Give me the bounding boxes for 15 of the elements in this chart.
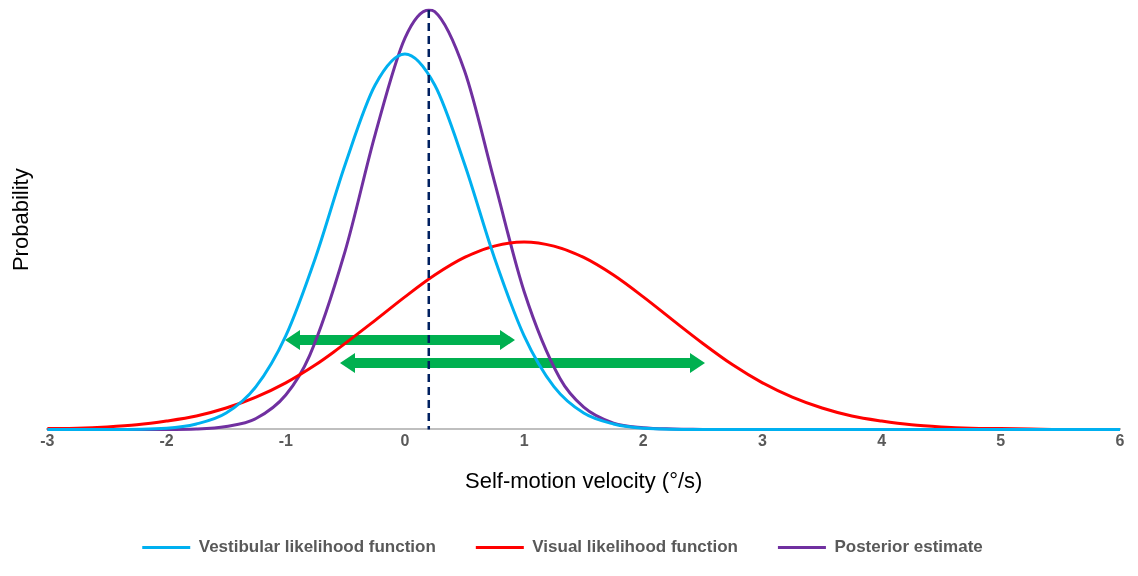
x-tick-label: 3: [758, 432, 768, 450]
x-axis-title: Self-motion velocity (°/s): [464, 467, 703, 493]
y-axis-title: Probability: [8, 168, 34, 272]
legend-label: Vestibular likelihood function: [198, 537, 436, 557]
x-tick-label: -1: [278, 432, 293, 450]
x-tick-label: -3: [40, 432, 55, 450]
x-tick-label: 1: [519, 432, 529, 450]
x-tick-label: 5: [996, 432, 1006, 450]
legend-label: Posterior estimate: [834, 537, 983, 557]
x-tick-label: 6: [1115, 432, 1125, 450]
x-tick-label: 4: [877, 432, 887, 450]
x-tick-label: 2: [638, 432, 648, 450]
legend-label: Visual likelihood function: [532, 537, 738, 557]
x-tick-label: -2: [159, 432, 174, 450]
x-tick-label: 0: [400, 432, 410, 450]
